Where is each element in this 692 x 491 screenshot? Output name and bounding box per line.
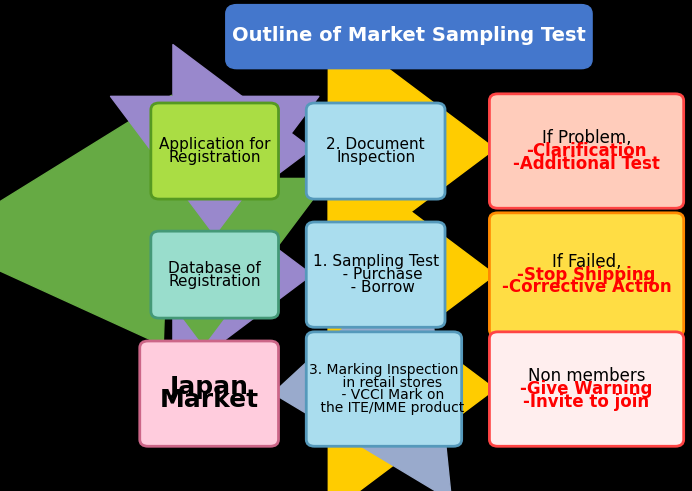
Text: If Failed,: If Failed, [552,253,621,271]
FancyBboxPatch shape [307,332,462,446]
Text: -Invite to join: -Invite to join [523,393,650,411]
Text: Japan: Japan [170,375,248,399]
Text: Database of: Database of [168,261,261,276]
FancyBboxPatch shape [489,94,684,208]
Text: the ITE/MME product: the ITE/MME product [303,401,464,415]
Text: - Purchase: - Purchase [328,267,423,282]
Text: Registration: Registration [168,273,261,289]
Text: Non members: Non members [528,367,646,385]
Text: -Give Warning: -Give Warning [520,380,653,398]
Text: -Corrective Action: -Corrective Action [502,278,671,297]
Text: Outline of Market Sampling Test: Outline of Market Sampling Test [232,26,586,45]
Text: 2. Document: 2. Document [327,137,425,152]
FancyBboxPatch shape [489,213,684,336]
FancyBboxPatch shape [307,222,445,327]
Text: in retail stores: in retail stores [325,376,442,390]
Text: Market: Market [160,388,259,412]
FancyBboxPatch shape [489,332,684,446]
Text: Registration: Registration [168,150,261,165]
FancyBboxPatch shape [140,341,278,446]
Text: 1. Sampling Test: 1. Sampling Test [313,254,439,269]
FancyBboxPatch shape [151,231,278,318]
FancyBboxPatch shape [307,103,445,199]
Text: 3. Marking Inspection: 3. Marking Inspection [309,363,459,377]
Text: - VCCI Mark on: - VCCI Mark on [324,388,444,403]
Text: -Additional Test: -Additional Test [513,155,660,173]
FancyBboxPatch shape [226,4,592,69]
Text: -Stop Shipping: -Stop Shipping [518,266,656,284]
Text: If Problem,: If Problem, [542,129,631,147]
Text: Inspection: Inspection [336,150,415,165]
FancyBboxPatch shape [151,103,278,199]
Text: Application for: Application for [159,137,271,152]
Text: - Borrow: - Borrow [336,280,415,295]
Text: -Clarification: -Clarification [527,142,647,160]
